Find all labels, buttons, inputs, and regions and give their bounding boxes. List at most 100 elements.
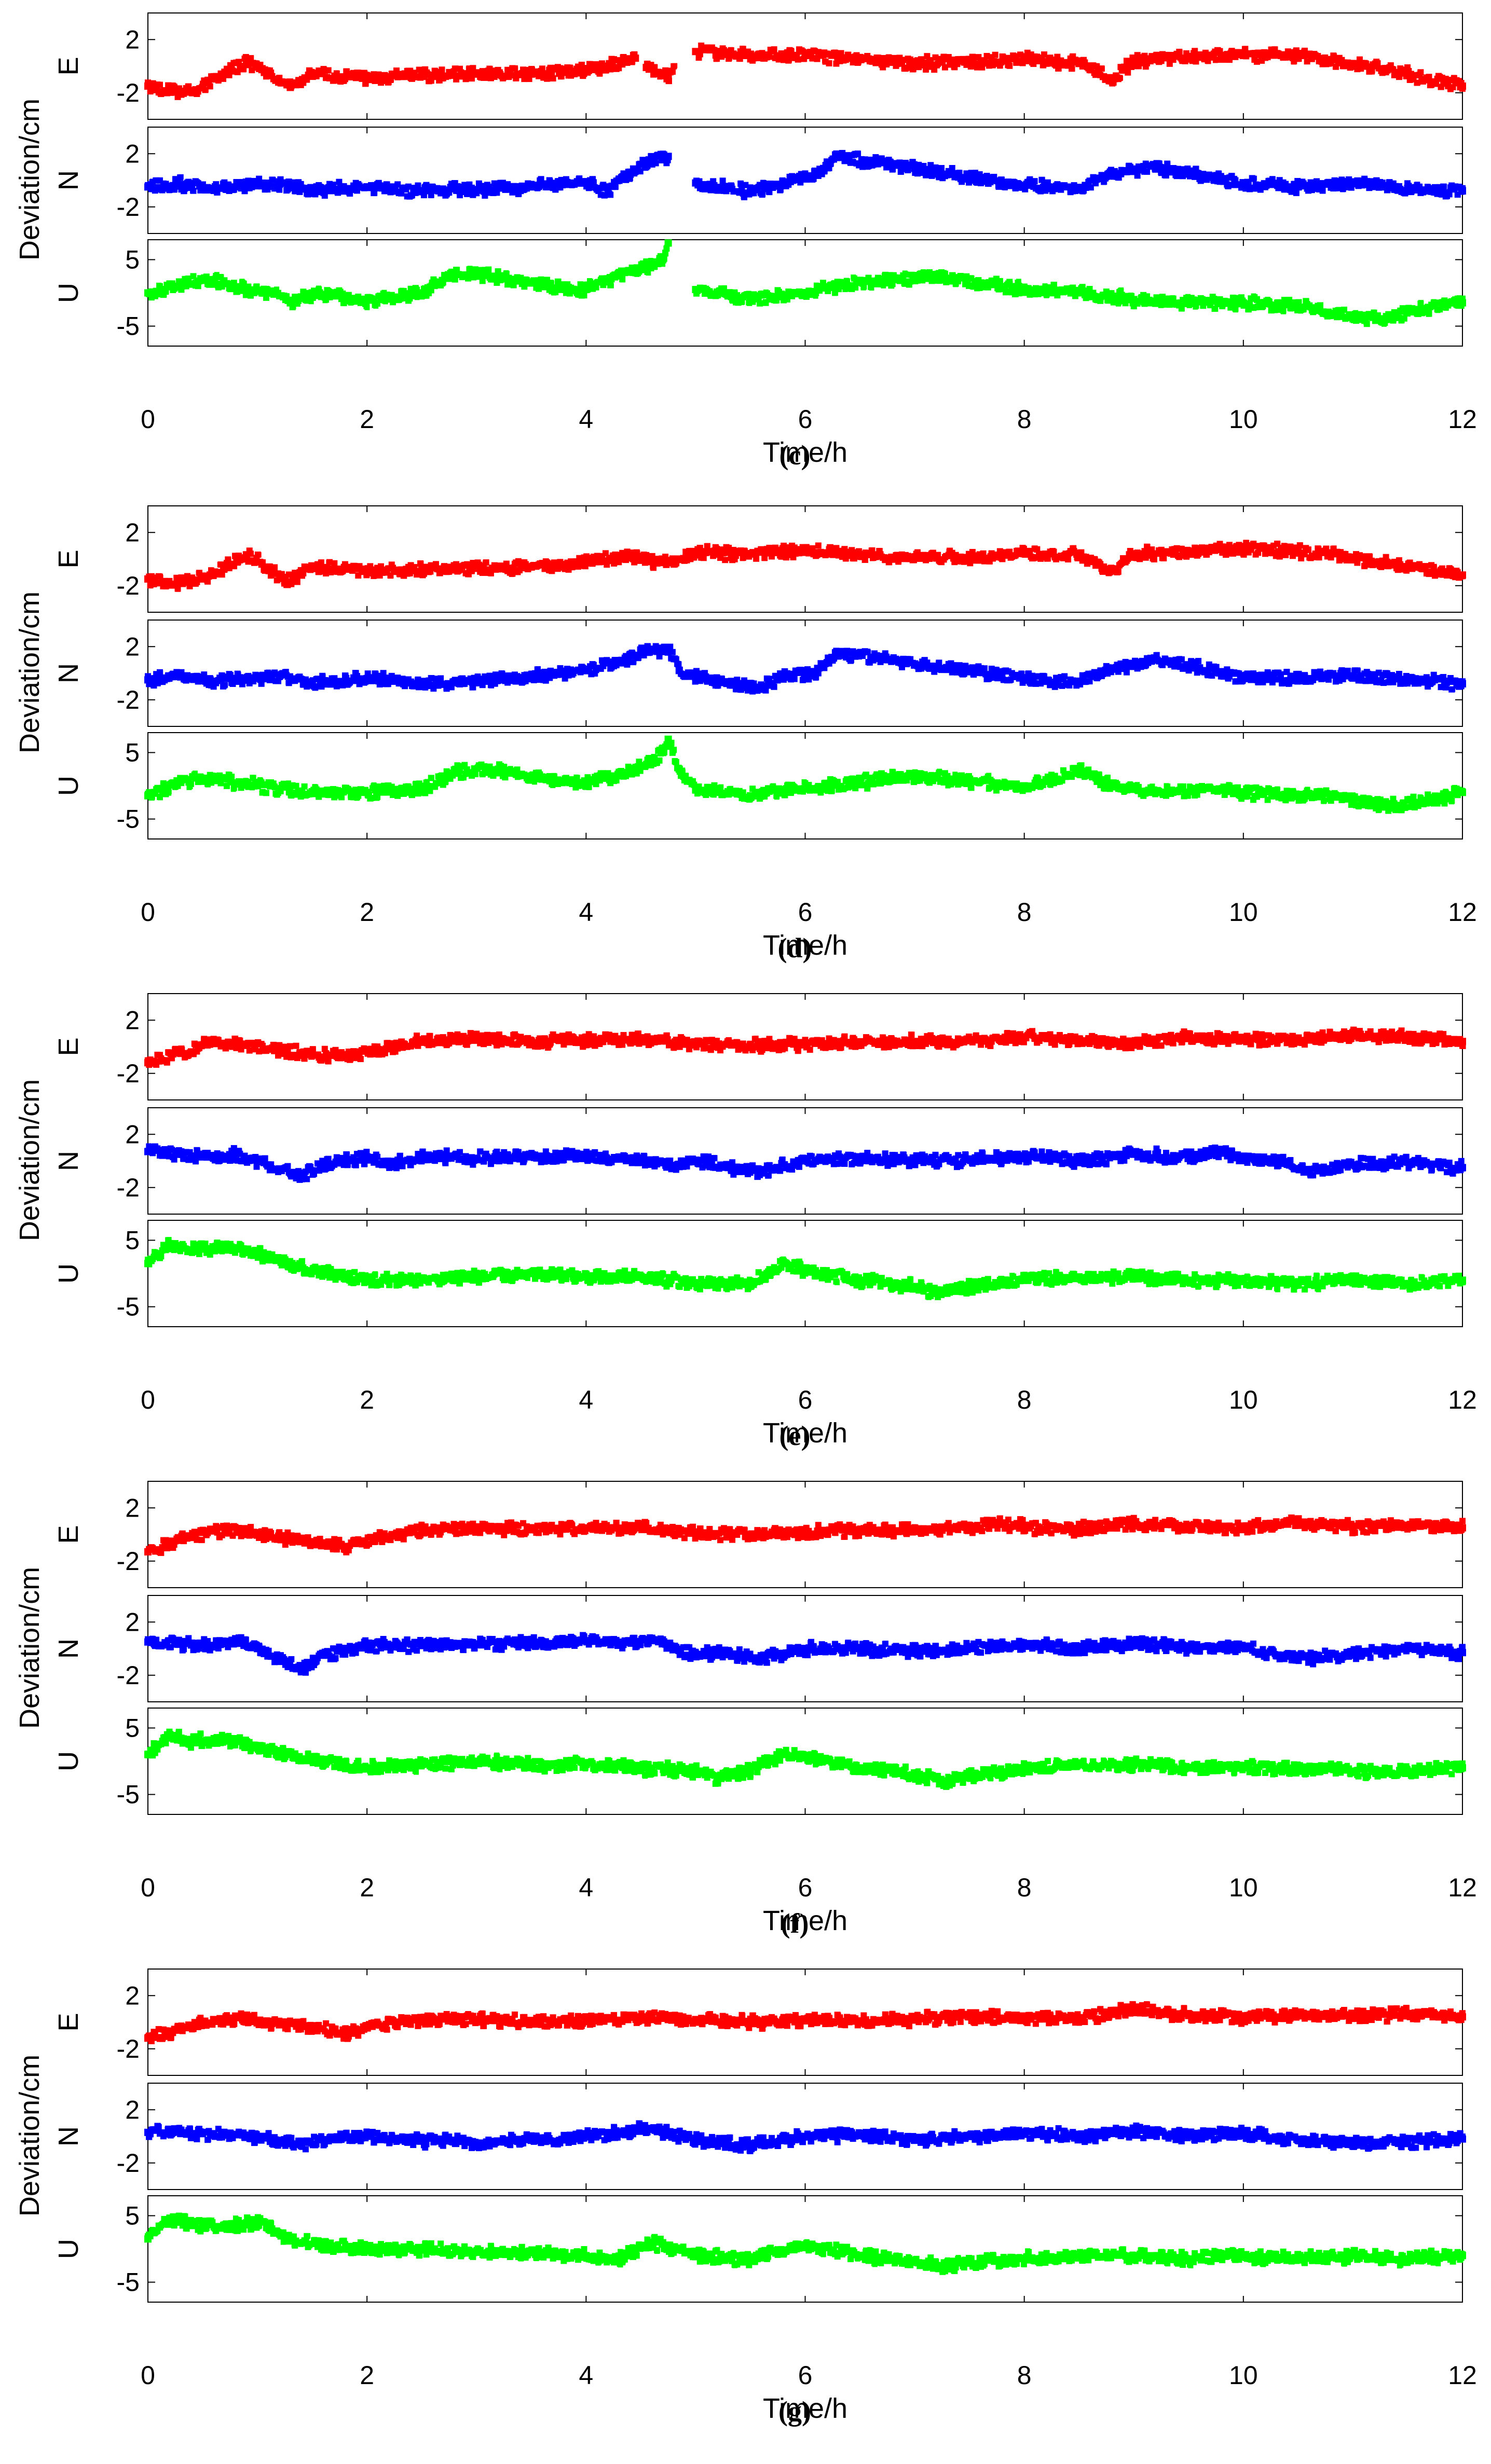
marker: [923, 67, 929, 73]
marker: [276, 75, 281, 80]
series-e-markers: [144, 43, 1466, 100]
marker: [458, 70, 464, 76]
marker: [185, 83, 190, 89]
marker: [334, 70, 339, 76]
marker: [1162, 172, 1168, 178]
marker: [568, 65, 573, 71]
marker: [190, 273, 196, 279]
marker: [453, 65, 459, 71]
marker: [465, 72, 471, 77]
marker: [670, 69, 676, 75]
marker: [1449, 85, 1455, 90]
marker: [550, 76, 556, 82]
marker: [450, 72, 456, 78]
marker: [221, 76, 226, 82]
marker: [514, 76, 519, 81]
marker: [1192, 48, 1197, 54]
marker: [394, 67, 400, 73]
marker: [1320, 188, 1325, 194]
marker: [632, 51, 638, 57]
marker: [344, 68, 350, 74]
marker: [1251, 175, 1257, 181]
marker: [1032, 178, 1037, 184]
series-label-n: N: [53, 170, 84, 190]
marker: [672, 63, 678, 68]
marker: [1087, 184, 1093, 190]
marker: [440, 281, 445, 287]
marker: [277, 187, 282, 193]
marker: [169, 90, 174, 96]
marker: [257, 62, 263, 68]
marker: [206, 78, 212, 84]
marker: [229, 67, 235, 73]
marker: [630, 59, 636, 64]
marker: [826, 61, 831, 66]
marker: [653, 161, 659, 167]
marker: [244, 63, 250, 68]
marker: [394, 182, 400, 188]
marker: [151, 80, 157, 86]
marker: [1173, 172, 1179, 178]
marker: [190, 188, 196, 194]
marker: [429, 78, 434, 84]
marker: [760, 191, 766, 197]
marker: [253, 60, 259, 66]
marker: [665, 157, 671, 162]
marker: [176, 87, 182, 93]
marker: [613, 184, 619, 190]
y-tick-label: 2: [125, 139, 140, 168]
marker: [479, 69, 485, 75]
marker: [297, 82, 303, 88]
marker: [475, 71, 481, 76]
marker: [597, 71, 603, 77]
marker: [389, 77, 394, 82]
marker: [242, 55, 248, 61]
panel-n: -22N: [53, 127, 1466, 234]
marker: [352, 76, 358, 81]
marker: [1460, 186, 1466, 191]
marker: [412, 71, 418, 76]
marker: [358, 70, 364, 76]
marker: [507, 69, 513, 75]
marker: [225, 68, 230, 74]
series-label-e: E: [53, 57, 84, 75]
marker: [216, 75, 222, 80]
marker: [469, 76, 474, 81]
marker: [1224, 183, 1230, 189]
marker: [513, 66, 518, 72]
marker: [765, 54, 771, 60]
marker: [374, 76, 379, 82]
marker: [288, 84, 293, 89]
marker: [264, 295, 269, 301]
marker: [347, 75, 352, 81]
marker: [360, 74, 365, 80]
marker: [236, 60, 242, 65]
marker: [372, 190, 378, 196]
marker: [1099, 66, 1105, 72]
marker: [1177, 50, 1183, 56]
marker: [486, 65, 492, 71]
marker: [440, 67, 445, 73]
marker: [795, 57, 800, 63]
marker: [1134, 173, 1140, 178]
marker: [154, 86, 160, 92]
marker: [665, 78, 671, 84]
marker: [463, 76, 469, 81]
marker: [376, 72, 382, 78]
marker: [1460, 86, 1466, 91]
marker: [651, 64, 657, 70]
panel-e: -22E: [53, 12, 1466, 120]
marker: [408, 76, 414, 81]
marker: [992, 52, 998, 58]
marker: [970, 55, 976, 61]
marker: [341, 76, 347, 82]
series-n-markers: [144, 149, 1466, 200]
marker: [174, 94, 180, 100]
marker: [482, 193, 487, 199]
marker: [268, 70, 274, 75]
marker: [1118, 75, 1124, 81]
marker: [386, 74, 391, 79]
marker: [174, 89, 180, 95]
series-u-markers: [144, 239, 1466, 327]
